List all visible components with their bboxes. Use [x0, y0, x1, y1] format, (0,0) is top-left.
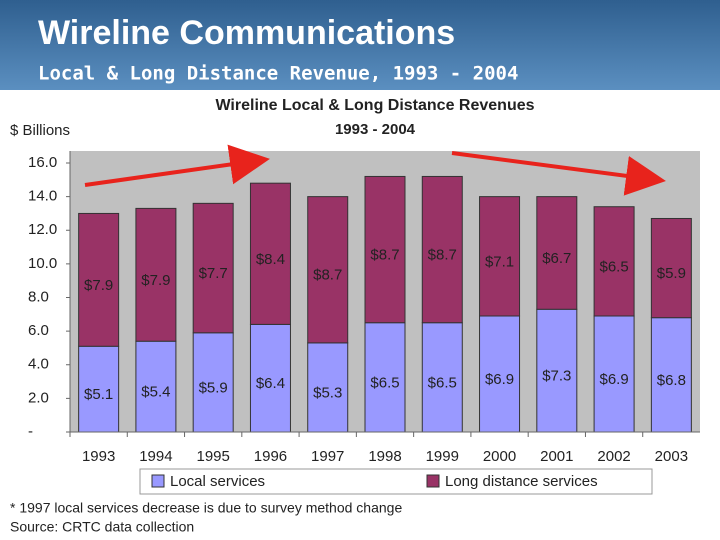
value-label: $7.9: [141, 272, 170, 289]
y-tick-label: 16.0: [28, 154, 57, 171]
source-note: Source: CRTC data collection: [10, 519, 194, 535]
bar-segment: [249, 323, 291, 433]
value-label: $6.4: [256, 375, 285, 392]
bar-segment: [364, 175, 406, 324]
bar-segment: [593, 206, 635, 317]
x-tick-label: 1997: [311, 448, 344, 465]
value-label: $6.8: [657, 372, 686, 389]
y-tick-label: 14.0: [28, 188, 57, 205]
value-label: $6.5: [370, 374, 399, 391]
y-tick-label: 10.0: [28, 255, 57, 272]
x-tick-label: 1998: [368, 448, 401, 465]
bar-segment: [421, 322, 463, 433]
x-tick-label: 1996: [254, 448, 287, 465]
y-tick-label: 2.0: [28, 389, 49, 406]
x-tick-label: 1993: [82, 448, 115, 465]
x-tick-label: 2002: [597, 448, 630, 465]
y-tick-label: 8.0: [28, 288, 49, 305]
bar-segment: [650, 317, 692, 433]
slide-title: Wireline Communications: [38, 14, 455, 52]
value-label: $5.3: [313, 384, 342, 401]
trend-arrow: [451, 151, 666, 196]
y-tick-label: 4.0: [28, 356, 49, 373]
x-tick-label: 1995: [196, 448, 229, 465]
legend-label: Local services: [170, 473, 265, 490]
y-tick-label: -: [28, 423, 33, 440]
bar-segment: [135, 340, 177, 433]
value-label: $7.1: [485, 253, 514, 270]
x-tick-label: 2000: [483, 448, 516, 465]
value-label: $8.7: [370, 247, 399, 264]
value-label: $5.9: [199, 379, 228, 396]
value-label: $7.7: [199, 265, 228, 282]
y-axis-label: $ Billions: [10, 122, 70, 139]
legend: Local services Long distance services: [151, 473, 598, 490]
x-tick-label: 1994: [139, 448, 172, 465]
trend-arrow: [84, 144, 270, 187]
bar-segment: [249, 182, 291, 325]
value-label: $8.7: [428, 247, 457, 264]
value-label: $6.9: [599, 371, 628, 388]
x-tick-label: 2003: [655, 448, 688, 465]
bar-segment: [307, 196, 349, 344]
x-tick-label: 1999: [426, 448, 459, 465]
legend-swatch: [426, 474, 440, 488]
bar-segment: [593, 315, 635, 433]
bar-segment: [307, 342, 349, 433]
footnote: * 1997 local services decrease is due to…: [10, 500, 402, 516]
slide-subtitle: Local & Long Distance Revenue, 1993 - 20…: [38, 63, 518, 85]
value-label: $7.9: [84, 277, 113, 294]
chart-title: Wireline Local & Long Distance Revenues: [215, 97, 534, 114]
bar-segment: [78, 212, 120, 347]
value-label: $8.4: [256, 251, 285, 268]
value-label: $6.5: [428, 374, 457, 391]
bar-segment: [192, 202, 234, 334]
value-label: $6.7: [542, 250, 571, 267]
value-label: $5.4: [141, 384, 170, 401]
bar-segment: [421, 175, 463, 324]
legend-label: Long distance services: [445, 473, 598, 490]
header-band: [0, 0, 720, 90]
bar-segment: [650, 217, 692, 319]
value-label: $6.5: [599, 258, 628, 275]
value-label: $8.7: [313, 267, 342, 284]
value-label: $7.3: [542, 368, 571, 385]
plot: - 2.0 4.0 6.0 8.0 10.0 12.0 14.0 16.0 1993 $5.1 $7.…: [28, 151, 700, 465]
y-tick-label: 6.0: [28, 322, 49, 339]
bar-segment: [536, 308, 578, 433]
bar-segment: [536, 196, 578, 310]
legend-swatch: [151, 474, 165, 488]
bar-segment: [479, 196, 521, 317]
bar-segment: [192, 332, 234, 433]
value-label: $5.9: [657, 265, 686, 282]
bar-segment: [135, 207, 177, 342]
y-tick-label: 12.0: [28, 221, 57, 238]
value-label: $5.1: [84, 386, 113, 403]
legend-box: [139, 468, 653, 495]
chart-subtitle: 1993 - 2004: [335, 121, 416, 138]
value-label: $6.9: [485, 371, 514, 388]
x-tick-label: 2001: [540, 448, 573, 465]
